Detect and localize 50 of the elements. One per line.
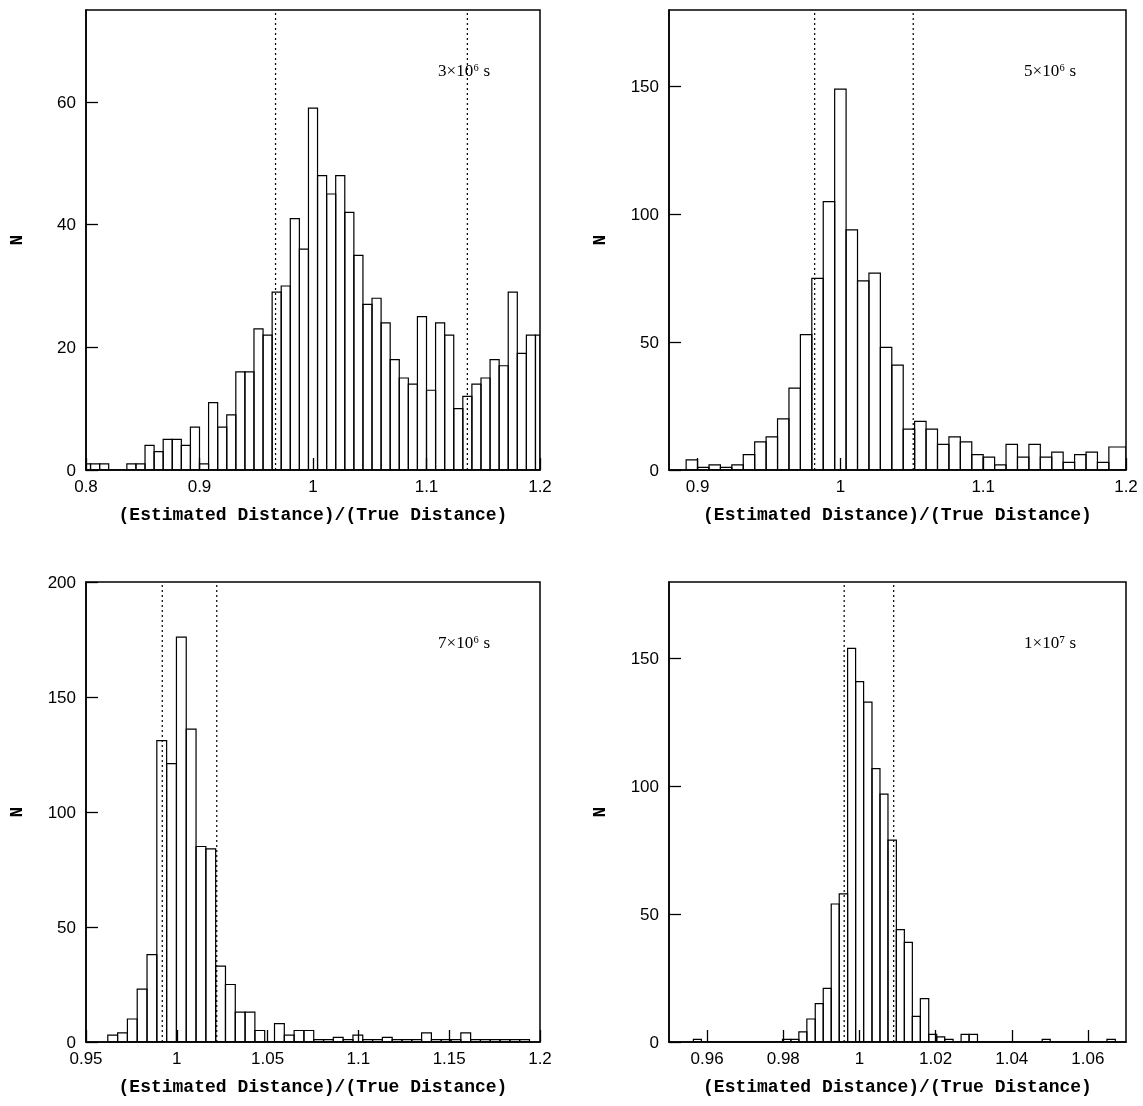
x-tick-label: 0.96 [690,1049,724,1068]
x-tick-label: 1.15 [432,1049,466,1068]
y-tick-label: 0 [649,460,659,480]
y-tick-label: 40 [57,215,76,235]
y-tick-label: 100 [630,204,659,224]
x-tick-label: 1.05 [251,1049,285,1068]
x-axis-title: (Estimated Distance)/(True Distance) [703,1077,1092,1097]
x-tick-label: 1.04 [995,1049,1029,1068]
y-tick-label: 0 [66,1032,76,1052]
x-tick-label: 0.98 [766,1049,800,1068]
y-tick-label: 150 [630,77,659,97]
y-tick-label: 50 [640,332,659,352]
x-axis-title: (Estimated Distance)/(True Distance) [703,505,1092,525]
x-tick-label: 1.2 [1114,477,1138,496]
y-tick-label: 0 [649,1032,659,1052]
x-tick-label: 1.02 [919,1049,953,1068]
annotation: 7×10⁶ s [438,633,491,652]
y-axis-title: N [7,806,27,818]
x-axis-title: (Estimated Distance)/(True Distance) [118,1077,508,1097]
y-tick-label: 150 [47,687,76,707]
y-axis-title: N [590,234,610,246]
y-tick-label: 50 [57,917,76,937]
annotation: 3×10⁶ s [438,61,491,80]
x-tick-label: 0.9 [685,477,710,496]
y-tick-label: 20 [57,337,76,357]
y-tick-label: 50 [640,904,659,924]
x-tick-label: 0.95 [69,1049,103,1068]
y-tick-label: 150 [630,649,659,669]
x-tick-label: 1.2 [528,1049,552,1068]
y-tick-label: 100 [47,802,76,822]
x-tick-label: 1 [308,477,318,496]
x-tick-label: 1.1 [971,477,996,496]
x-tick-label: 1.2 [528,477,552,496]
y-axis-title: N [7,234,27,246]
y-tick-label: 200 [47,572,76,592]
x-tick-label: 1 [854,1049,865,1068]
annotation: 1×10⁷ s [1024,633,1077,652]
x-axis-title: (Estimated Distance)/(True Distance) [118,505,508,525]
x-tick-label: 1 [172,1049,182,1068]
y-tick-label: 100 [630,776,659,796]
x-tick-label: 1.06 [1071,1049,1105,1068]
x-tick-label: 0.9 [187,477,212,496]
x-tick-label: 1.1 [346,1049,371,1068]
y-tick-label: 60 [57,92,76,112]
y-tick-label: 0 [66,460,76,480]
x-tick-label: 1 [835,477,846,496]
y-axis-title: N [590,806,610,818]
x-tick-label: 0.8 [74,477,98,496]
x-tick-label: 1.1 [414,477,439,496]
annotation: 5×10⁶ s [1024,61,1077,80]
